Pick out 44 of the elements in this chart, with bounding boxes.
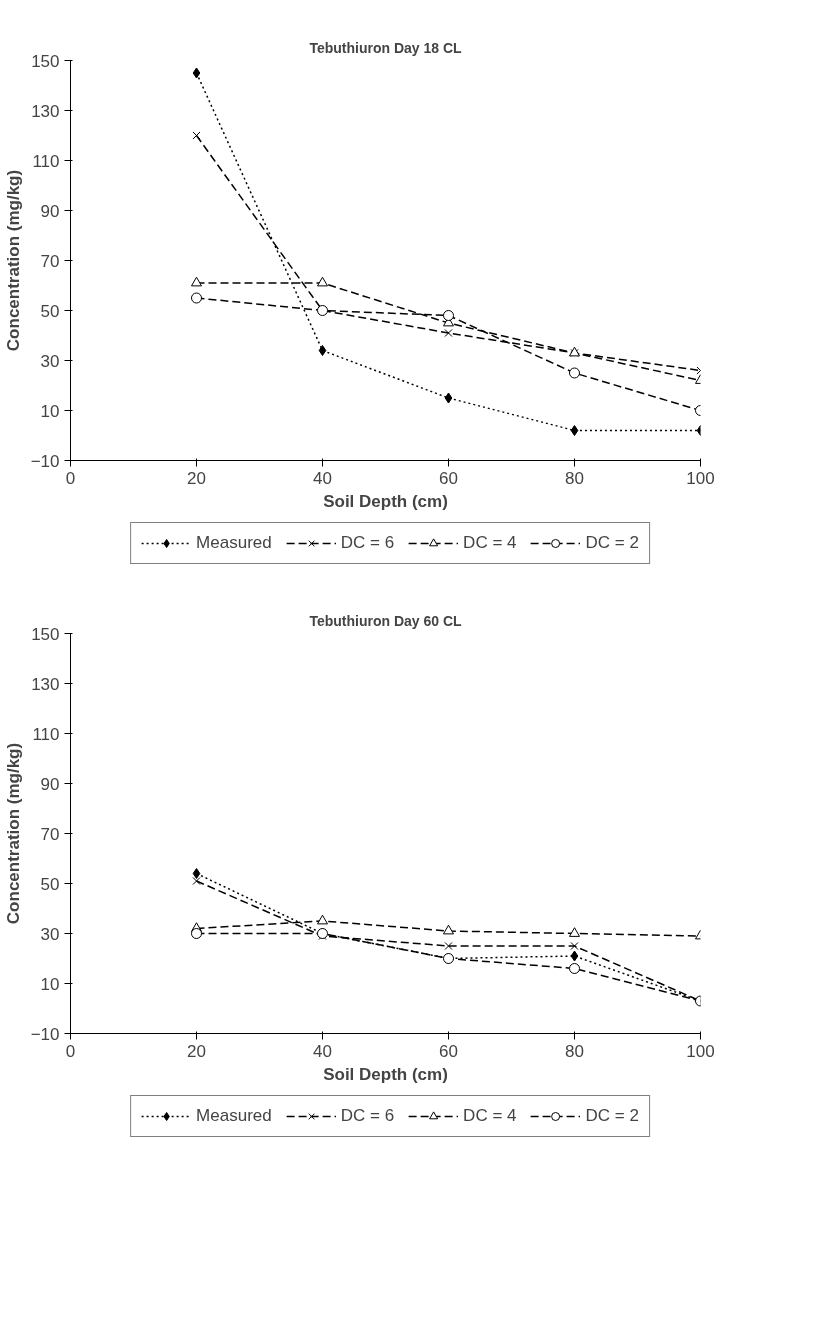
y-tick-label: 10 [40,401,60,421]
legend-label: DC = 4 [463,533,517,553]
y-axis-title: Concentration (mg/kg) [3,169,23,352]
y-tick-label: 110 [32,151,60,171]
chart-title: Tebuthiuron Day 60 CL [309,612,463,629]
x-tick-label: 80 [565,1041,584,1061]
x-tick-label: 100 [686,468,715,488]
x-tick-label: 60 [439,1041,458,1061]
y-axis-title: Concentration (mg/kg) [3,742,23,925]
x-tick-label: 20 [187,468,206,488]
x-axis-title: Soil Depth (cm) [323,491,448,511]
x-tick-label: 20 [187,1041,206,1061]
y-tick-label: 150 [31,51,60,71]
y-tick-label: 90 [40,774,60,794]
y-tick-label: 70 [40,824,60,844]
y-tick-label: 70 [40,251,60,271]
y-tick-label: 130 [31,674,60,694]
y-tick-label: −10 [30,1024,60,1044]
y-tick-label: −10 [30,451,60,471]
legend-label: DC = 2 [585,1106,639,1126]
legend-label: DC = 2 [585,533,639,553]
legend-label: DC = 4 [463,1106,517,1126]
y-tick-label: 10 [40,974,60,994]
legend-label: DC = 6 [340,1106,395,1126]
y-tick-label: 30 [40,351,60,371]
y-tick-label: 90 [40,201,60,221]
x-tick-label: 100 [686,1041,715,1061]
x-tick-label: 0 [65,468,76,488]
y-tick-label: 110 [32,724,60,744]
legend-label: DC = 6 [340,533,395,553]
legend-label: Measured [196,1106,272,1126]
y-tick-label: 50 [40,874,60,894]
x-tick-label: 80 [565,468,584,488]
x-tick-label: 0 [65,1041,76,1061]
legend-label: Measured [196,533,272,553]
y-tick-label: 30 [40,924,60,944]
y-tick-label: 50 [40,301,60,321]
x-tick-label: 60 [439,468,458,488]
chart-title: Tebuthiuron Day 18 CL [309,39,463,56]
x-tick-label: 40 [313,1041,332,1061]
y-tick-label: 130 [31,101,60,121]
x-axis-title: Soil Depth (cm) [323,1064,448,1084]
x-tick-label: 40 [313,468,332,488]
y-tick-label: 150 [31,624,60,644]
